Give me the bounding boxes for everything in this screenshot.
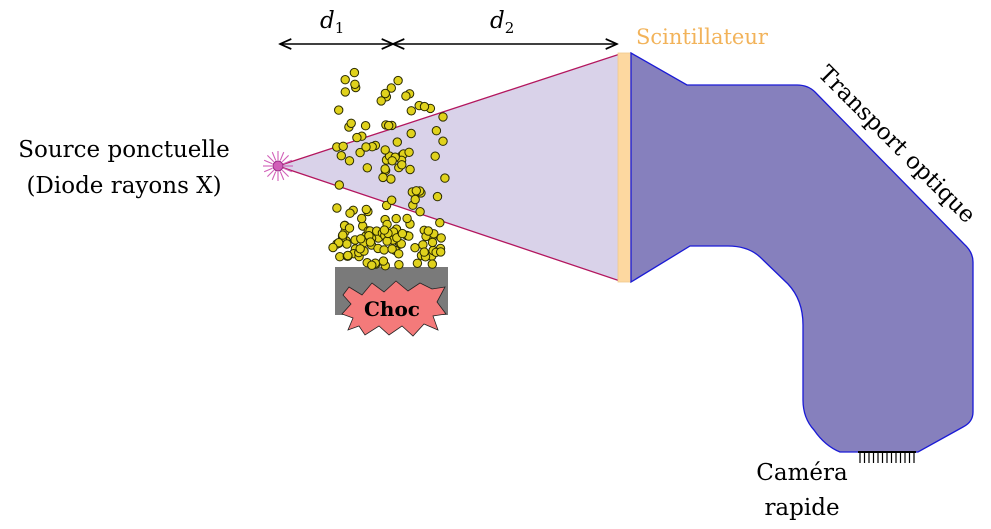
particle bbox=[436, 247, 446, 257]
particle bbox=[343, 250, 353, 261]
particle bbox=[392, 137, 402, 147]
scintillator bbox=[617, 52, 632, 283]
particle bbox=[376, 96, 386, 106]
particle bbox=[356, 234, 366, 244]
particle bbox=[440, 173, 450, 183]
choc-burst bbox=[341, 280, 447, 337]
particle bbox=[360, 121, 371, 131]
particle bbox=[387, 244, 397, 254]
particle bbox=[387, 156, 397, 166]
particle bbox=[379, 245, 389, 255]
particle bbox=[412, 258, 423, 268]
particle bbox=[349, 67, 360, 78]
particle bbox=[393, 75, 403, 86]
particle-cloud bbox=[328, 67, 450, 271]
particle bbox=[336, 151, 346, 161]
particle bbox=[387, 195, 397, 205]
particle bbox=[367, 260, 377, 270]
particle bbox=[378, 256, 389, 266]
particle bbox=[344, 156, 355, 166]
particle bbox=[380, 88, 390, 99]
particle bbox=[357, 213, 367, 224]
source-label: Source ponctuelle bbox=[18, 137, 229, 163]
particle bbox=[384, 120, 394, 131]
distance-label-d2: d2 bbox=[490, 8, 514, 37]
particle bbox=[361, 142, 371, 152]
particle bbox=[438, 112, 448, 122]
particle bbox=[397, 228, 408, 239]
particle bbox=[419, 101, 430, 112]
particle bbox=[346, 118, 356, 129]
particle bbox=[394, 260, 404, 270]
particle bbox=[355, 244, 365, 254]
particle bbox=[334, 105, 344, 115]
particle bbox=[361, 204, 371, 215]
particle bbox=[435, 218, 445, 228]
particle bbox=[338, 141, 348, 152]
source-sublabel: (Diode rayons X) bbox=[26, 173, 221, 199]
particle bbox=[406, 128, 416, 139]
particle bbox=[438, 136, 448, 146]
particle bbox=[410, 243, 420, 253]
particle bbox=[328, 242, 338, 253]
particle bbox=[380, 145, 390, 155]
camera-sensor bbox=[858, 451, 916, 463]
particle bbox=[382, 236, 392, 246]
particle bbox=[386, 83, 396, 93]
particle bbox=[362, 163, 372, 173]
particle bbox=[332, 203, 342, 213]
particle bbox=[345, 208, 355, 218]
particle bbox=[397, 160, 407, 170]
particle bbox=[405, 164, 415, 175]
particle bbox=[394, 249, 404, 259]
particle bbox=[380, 164, 390, 174]
particle bbox=[344, 223, 355, 233]
particle bbox=[391, 213, 401, 224]
particle bbox=[411, 186, 421, 196]
particle bbox=[379, 225, 390, 235]
particle bbox=[436, 233, 446, 243]
particle bbox=[365, 237, 376, 247]
particle bbox=[423, 226, 433, 236]
camera-label: Caméra bbox=[756, 460, 848, 486]
particle bbox=[334, 180, 344, 190]
camera-sublabel: rapide bbox=[764, 495, 839, 521]
particle bbox=[386, 174, 396, 184]
particle bbox=[415, 207, 425, 217]
scintillator-label: Scintillateur bbox=[636, 25, 769, 49]
particle bbox=[355, 147, 365, 158]
particle bbox=[342, 239, 352, 249]
particle bbox=[427, 259, 437, 269]
particle bbox=[431, 126, 442, 136]
choc-label: Choc bbox=[364, 297, 420, 321]
particle bbox=[406, 106, 416, 116]
particle bbox=[340, 75, 350, 85]
point-source bbox=[263, 151, 293, 181]
distance-label-d1: d1 bbox=[320, 8, 344, 37]
particle bbox=[338, 230, 348, 240]
particle bbox=[340, 87, 350, 97]
particle bbox=[350, 79, 360, 90]
particle bbox=[419, 247, 429, 257]
particle bbox=[401, 91, 411, 101]
particle bbox=[432, 191, 443, 202]
particle bbox=[430, 151, 440, 161]
particle bbox=[404, 147, 414, 158]
optical-transport bbox=[630, 51, 974, 453]
particle bbox=[427, 237, 438, 248]
particle bbox=[352, 132, 362, 143]
particle bbox=[410, 194, 420, 205]
particle bbox=[402, 213, 412, 224]
particle bbox=[378, 172, 388, 183]
